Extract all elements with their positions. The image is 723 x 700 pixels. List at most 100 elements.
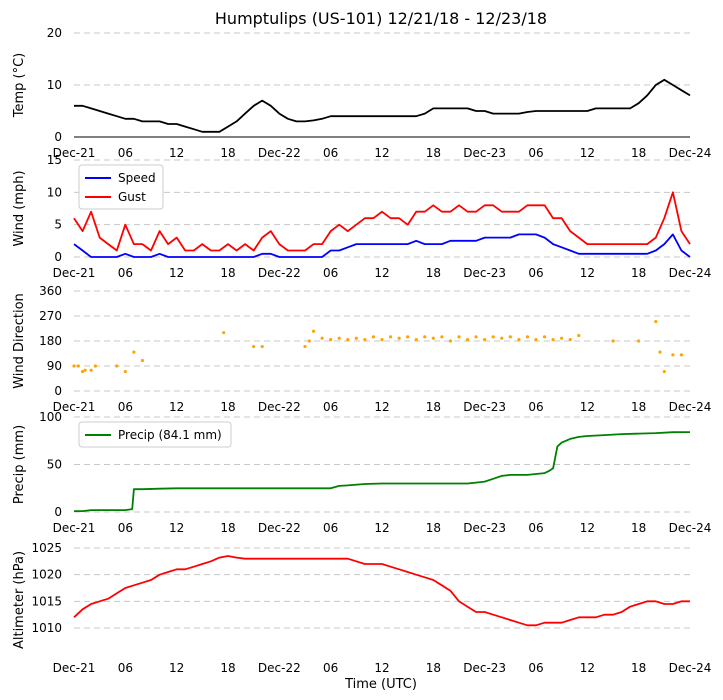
direction-point	[517, 338, 521, 342]
x-tick-label: Dec-23	[463, 146, 506, 160]
direction-point	[654, 319, 658, 324]
direction-point	[662, 369, 666, 374]
x-tick-label: 06	[323, 266, 338, 280]
x-tick-label: 12	[169, 661, 184, 675]
y-axis-label: Wind Direction	[12, 293, 27, 389]
direction-point	[222, 331, 226, 335]
x-tick-label: Dec-21	[53, 661, 96, 675]
direction-point	[508, 335, 512, 339]
direction-point	[491, 335, 495, 339]
direction-point	[397, 336, 401, 340]
x-tick-label: Dec-24	[669, 521, 712, 535]
direction-point	[388, 335, 393, 339]
direction-point	[380, 338, 384, 342]
x-tick-label: Dec-21	[53, 146, 96, 160]
x-tick-label: Dec-22	[258, 400, 301, 414]
x-tick-label: Dec-22	[258, 661, 301, 675]
x-tick-label: 18	[426, 400, 441, 414]
x-tick-label: 06	[118, 146, 133, 160]
x-tick-label: 18	[220, 661, 235, 675]
direction-point	[115, 364, 119, 368]
panel-dir: 0 90 180 270 360 Wind Direction Dec-21 06 12 18 De…	[12, 284, 711, 414]
direction-point	[76, 364, 80, 368]
series-line-speed	[73, 233, 691, 258]
legend-label: Precip (84.1 mm)	[118, 428, 222, 442]
direction-point	[132, 350, 136, 354]
x-tick-label: Dec-21	[53, 400, 96, 414]
legend-label: Speed	[118, 171, 156, 185]
x-tick-label: Dec-23	[463, 400, 506, 414]
direction-point	[568, 338, 572, 342]
legend-label: Gust	[118, 190, 146, 204]
y-tick-label: 0	[54, 505, 62, 519]
x-tick-label: Dec-23	[463, 661, 506, 675]
x-tick-label: 06	[118, 521, 133, 535]
direction-point	[406, 335, 410, 339]
direction-point	[140, 358, 145, 363]
x-tick-label: 18	[220, 146, 235, 160]
direction-point	[671, 353, 675, 357]
direction-point	[83, 368, 87, 372]
panels: 0 1020 Temp (°C) Dec-21 06 12 18 Dec-22 06 12 18 De…	[12, 26, 711, 675]
x-tick-label: 06	[528, 400, 543, 414]
y-axis-label: Temp (°C)	[12, 53, 27, 119]
direction-point	[93, 364, 97, 368]
series-line-temperature	[74, 78, 691, 133]
direction-point	[303, 344, 307, 349]
x-tick-label: 12	[580, 661, 595, 675]
x-tick-label: 06	[528, 266, 543, 280]
x-tick-label: 18	[220, 521, 235, 535]
x-tick-label: 12	[580, 146, 595, 160]
legend-box	[78, 421, 232, 448]
x-tick-label: 06	[528, 521, 543, 535]
x-tick-label: 06	[323, 661, 338, 675]
direction-point	[500, 336, 504, 340]
y-axis-label: Precip (mm)	[12, 425, 27, 504]
x-tick-label: 12	[374, 400, 389, 414]
x-tick-label: 12	[580, 521, 595, 535]
y-axis-label: Altimeter (hPa)	[12, 551, 27, 649]
x-tick-label: 06	[118, 661, 133, 675]
direction-point	[483, 338, 487, 342]
series-line-altimeter	[73, 555, 690, 627]
y-tick-label: 90	[47, 359, 62, 373]
direction-point	[560, 336, 564, 340]
x-tick-label: 12	[374, 521, 389, 535]
x-tick-label: 18	[631, 521, 646, 535]
direction-point	[337, 336, 341, 340]
x-tick-label: 06	[528, 146, 543, 160]
x-tick-label: 12	[169, 400, 184, 414]
direction-point	[354, 336, 358, 340]
panel-temp: 0 10 20 Temp (°C) Dec-21 06 12 18 Dec-22 06 12 18 De…	[12, 26, 711, 160]
direction-point	[320, 336, 324, 340]
x-tick-label: 12	[374, 146, 389, 160]
x-tick-label: Dec-21	[53, 266, 96, 280]
y-tick-label: 0	[54, 250, 62, 264]
y-tick-label: 180	[39, 334, 62, 348]
x-tick-label: 12	[580, 266, 595, 280]
direction-point	[123, 369, 127, 374]
direction-point	[311, 329, 316, 333]
x-tick-label: 12	[169, 146, 184, 160]
x-tick-label: 06	[323, 521, 338, 535]
y-tick-label: 50	[47, 458, 62, 472]
y-tick-label: 1010	[31, 621, 62, 635]
x-tick-label: 06	[118, 400, 133, 414]
x-tick-label: Dec-22	[258, 266, 301, 280]
series-line-precip	[74, 431, 691, 513]
panel-wind: 0 5 10 15 Wind (mph) Dec-21 06 12 18 Dec-22 06 12 18…	[12, 153, 711, 280]
y-tick-label: 100	[39, 410, 62, 424]
x-tick-label: 06	[323, 146, 338, 160]
x-tick-label: 18	[631, 400, 646, 414]
legend: Precip (84.1 mm)	[78, 421, 232, 448]
direction-point	[414, 338, 418, 342]
direction-point	[423, 335, 427, 339]
x-tick-label: 18	[631, 661, 646, 675]
direction-point	[679, 353, 684, 357]
direction-point	[440, 335, 444, 339]
x-tick-label: Dec-22	[258, 521, 301, 535]
direction-point	[431, 336, 435, 340]
x-tick-label: 18	[426, 146, 441, 160]
y-tick-label: 1020	[31, 568, 62, 582]
